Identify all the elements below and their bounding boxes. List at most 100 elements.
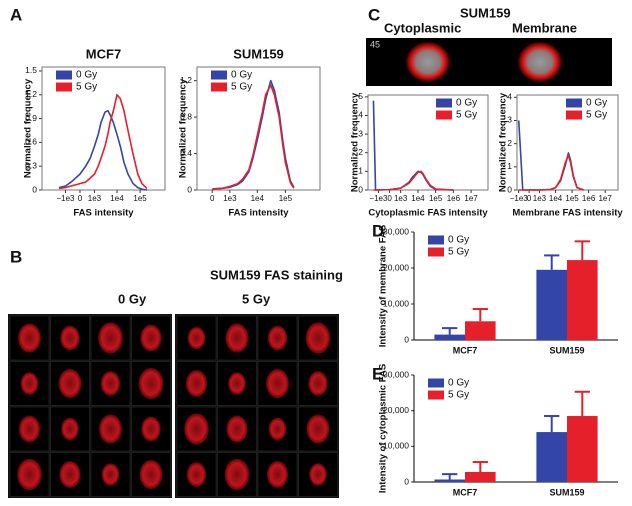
legend-label: 0 Gy [586,98,607,109]
bar [434,334,465,340]
legend-swatch [566,98,582,108]
cell [139,459,163,490]
x-tick-label: 1e5 [429,194,443,203]
column-label: Membrane [512,20,577,35]
legend-swatch [428,378,444,388]
legend-swatch [436,110,452,120]
cell [58,368,82,399]
cell [59,461,81,488]
cell [226,415,248,443]
y-tick-label: 10,000 [383,298,409,308]
y-tick-label: 0 [507,184,512,194]
x-tick-label: 1e5 [279,194,293,203]
y-tick-label: 0.9 [25,113,37,123]
x-axis-label: Cytoplasmic FAS intensity [368,208,488,219]
legend-label: 0 Gy [456,98,477,109]
y-tick-label: 0 [187,184,192,194]
y-tick-label: 0.8 [180,111,192,121]
legend-label: 0 Gy [76,70,97,81]
bar [567,416,598,482]
condition-label: 0 Gy [118,291,147,306]
cell [18,323,41,353]
cell [20,372,39,395]
panel-title: SUM159 [460,5,511,20]
panel-title: SUM159 FAS staining [210,267,343,282]
legend-label: 0 Gy [448,235,469,246]
legend-swatch [56,70,72,80]
y-axis-label: Normalized frequency [498,92,509,192]
legend-swatch [428,235,444,245]
plot-frame [516,94,619,191]
plot-frame [367,94,489,191]
chart-title: SUM159 [233,46,284,61]
legend-label: 5 Gy [76,82,97,93]
y-tick-label: 20,000 [383,405,409,415]
y-tick-label: 1.5 [25,65,37,75]
x-axis-label: FAS intensity [73,208,134,219]
x-tick-label: 1e4 [411,194,425,203]
y-axis-label: Intensity of membrane FAS [378,225,389,347]
x-tick-label: 1e4 [251,194,265,203]
histogram-line [212,84,295,190]
panel-label: D [372,221,384,240]
y-tick-label: 0 [32,184,37,194]
cell [186,462,207,487]
y-tick-label: 1.2 [180,75,192,85]
y-tick-label: 4 [358,110,363,120]
cell [100,371,121,396]
x-tick-label: 0 [527,194,532,203]
x-tick-label: −1e3 [510,194,529,203]
x-tick-label: MCF7 [453,345,478,355]
legend-label: 0 Gy [448,378,469,389]
x-tick-label: 1e3 [88,194,102,203]
y-tick-label: 5 [358,91,363,101]
cell [99,414,122,444]
chart-title: MCF7 [86,46,121,61]
cell [141,416,161,442]
legend-label: 5 Gy [456,110,477,121]
x-tick-label: SUM159 [549,345,584,355]
histogram-line [518,154,584,191]
y-tick-label: 2 [358,147,363,157]
cell [309,463,327,486]
legend-swatch [211,82,227,92]
y-tick-label: 0 [404,476,409,486]
plot-frame [196,66,321,191]
legend-label: 0 Gy [231,70,252,81]
y-tick-label: 30,000 [383,369,409,379]
y-tick-label: 0 [404,334,409,344]
y-tick-label: 4 [507,92,512,102]
x-axis-label: Membrane FAS intensity [512,208,623,219]
cell [98,322,123,354]
y-tick-label: 20,000 [383,262,409,272]
cell [306,414,330,444]
legend-label: 5 Gy [586,110,607,121]
y-tick-label: 2 [507,138,512,148]
y-axis-label: Intensity of cytoplasmic FAS [378,364,389,493]
y-tick-label: 1 [507,161,512,171]
cell [225,323,249,353]
histogram-line [58,109,148,191]
x-tick-label: 1e7 [598,194,612,203]
cell [185,370,208,397]
x-tick-label: 1e6 [582,194,596,203]
cell [266,461,289,488]
image-label: 45 [370,39,380,49]
cell [101,463,120,486]
cell [61,417,79,441]
y-axis-label: Normalized frequency [350,92,361,192]
cell [184,413,209,445]
y-tick-label: 30,000 [383,226,409,236]
y-tick-label: 0.3 [25,160,37,170]
x-axis-label: FAS intensity [228,208,289,219]
bar [536,269,567,340]
cell [406,42,450,82]
y-tick-label: 10,000 [383,441,409,451]
bar [567,260,598,340]
legend-swatch [211,70,227,80]
x-tick-label: 1e5 [133,194,147,203]
bar [434,479,465,482]
x-tick-label: MCF7 [453,487,478,497]
condition-label: 5 Gy [242,291,271,306]
